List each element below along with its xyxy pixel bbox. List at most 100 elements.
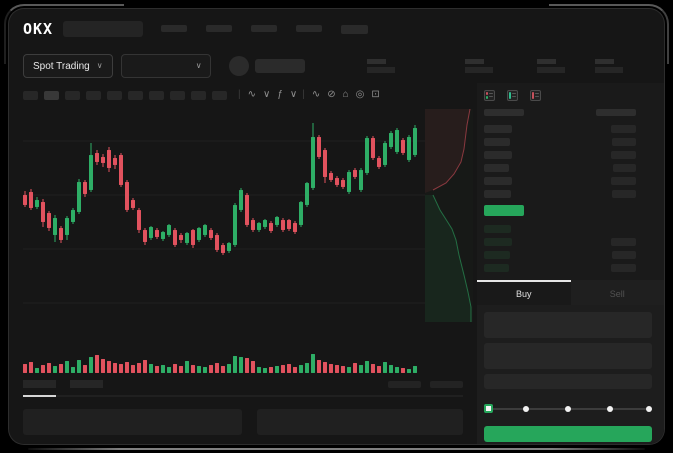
total-input-skeleton[interactable] [484, 374, 652, 389]
ask-price-skeleton [484, 189, 511, 198]
bid-row[interactable] [484, 248, 652, 261]
ask-row[interactable] [484, 174, 652, 187]
timeframe-skeleton[interactable] [107, 90, 122, 100]
book-both-icon[interactable] [484, 90, 495, 101]
tab-buy[interactable]: Buy [477, 280, 571, 305]
bid-amount-skeleton [612, 250, 636, 259]
bid-price-skeleton [484, 224, 511, 233]
tab-sell[interactable]: Sell [570, 280, 664, 305]
market-type-dropdown[interactable]: Spot Trading ∨ [23, 54, 113, 78]
order-form [477, 305, 664, 444]
timeframe-skeleton[interactable] [65, 90, 80, 100]
bid-row[interactable] [484, 222, 652, 235]
settings-icon[interactable]: ◎ [355, 89, 365, 100]
ask-amount-skeleton [611, 176, 636, 185]
ticker-stat-skeleton [536, 59, 565, 73]
orders-action-skeleton[interactable] [388, 380, 421, 388]
ask-row[interactable] [484, 122, 652, 135]
nav-item-skeleton[interactable] [206, 24, 233, 32]
ask-row[interactable] [484, 135, 652, 148]
amount-percentage-slider[interactable] [484, 403, 652, 414]
timeframe-skeleton[interactable] [86, 90, 101, 100]
timeframe-skeleton[interactable] [170, 90, 185, 100]
last-price-indicator[interactable] [484, 205, 524, 216]
chart-section: | ∿ ∨ ƒ ∨ | ∿ ⊘ ⌂ ◎ ⊡ [9, 83, 477, 444]
bid-amount-skeleton [611, 237, 636, 246]
orderbook-layout-toggles [477, 83, 664, 101]
ask-row[interactable] [484, 148, 652, 161]
book-bids-icon[interactable] [507, 90, 518, 101]
line-tools-icon[interactable]: ∿ [311, 89, 321, 100]
trade-form-section: Buy Sell [477, 280, 664, 444]
ask-amount-skeleton [611, 124, 636, 133]
bid-price-skeleton [484, 263, 509, 272]
orderbook-trade-panel: Buy Sell [477, 83, 664, 444]
nav-item-skeleton[interactable] [161, 24, 188, 32]
chart-toolbar: | ∿ ∨ ƒ ∨ | ∿ ⊘ ⌂ ◎ ⊡ [9, 83, 477, 107]
amount-column-header-skeleton [596, 109, 636, 116]
ask-price-skeleton [484, 163, 509, 172]
market-header-row: Spot Trading ∨ ∨ [9, 49, 664, 83]
ask-amount-skeleton [611, 150, 636, 159]
slider-stop-dot[interactable] [565, 406, 571, 412]
orders-tab-skeleton[interactable] [70, 380, 103, 388]
candlestick-chart[interactable] [9, 107, 477, 325]
indicators-icon[interactable]: ∿ [247, 89, 256, 100]
ticker-stat-skeleton [464, 59, 493, 73]
top-navigation-bar: OKX [9, 9, 664, 49]
separator: | [238, 89, 241, 100]
timeframe-skeleton[interactable] [191, 90, 206, 100]
timeframe-skeleton[interactable] [212, 90, 227, 100]
buy-submit-button[interactable] [484, 426, 652, 442]
bid-price-skeleton [484, 237, 512, 246]
nav-item-skeleton[interactable] [251, 24, 278, 32]
orders-panel [23, 380, 463, 435]
order-book-header [484, 109, 652, 116]
slider-handle[interactable] [484, 404, 493, 413]
pair-icon-skeleton [228, 56, 249, 76]
chevron-down-icon[interactable]: ∨ [263, 89, 271, 100]
orders-content [23, 409, 463, 435]
nav-item-skeleton[interactable] [341, 24, 369, 34]
search-skeleton[interactable] [63, 21, 144, 37]
ask-price-skeleton [484, 124, 512, 133]
timeframe-skeleton[interactable] [23, 90, 38, 100]
timeframe-skeleton[interactable] [128, 90, 143, 100]
separator: | [302, 89, 305, 100]
volume-bars-svg [23, 354, 417, 373]
order-book-rows-bids [484, 222, 652, 274]
bid-row[interactable] [484, 261, 652, 274]
timeframe-skeleton[interactable] [149, 90, 164, 100]
chart-toolbar-icons: | ∿ ∨ ƒ ∨ | ∿ ⊘ ⌂ ◎ ⊡ [233, 90, 380, 100]
slider-stop-dot[interactable] [607, 406, 613, 412]
pair-name-skeleton [254, 59, 305, 73]
bid-price-skeleton [484, 250, 510, 259]
orders-action-skeleton[interactable] [430, 380, 463, 388]
compare-icon[interactable]: ⊘ [327, 89, 336, 100]
candlestick-svg [23, 123, 425, 304]
chevron-down-icon[interactable]: ∨ [289, 89, 298, 100]
candle-style-icon[interactable]: ƒ [277, 89, 283, 100]
price-input-skeleton[interactable] [484, 312, 652, 338]
ask-row[interactable] [484, 187, 652, 200]
fullscreen-icon[interactable]: ⊡ [371, 89, 380, 100]
ask-row[interactable] [484, 161, 652, 174]
timeframe-skeleton-active[interactable] [44, 90, 59, 100]
ask-price-skeleton [484, 150, 512, 159]
slider-stop-dot[interactable] [523, 406, 529, 412]
bid-amount-skeleton [611, 263, 636, 272]
nav-item-skeleton[interactable] [296, 24, 323, 32]
okx-logo[interactable]: OKX [23, 20, 54, 38]
orders-tabs-row [23, 380, 463, 388]
amount-input-skeleton[interactable] [484, 343, 652, 369]
slider-stop-dot[interactable] [646, 406, 652, 412]
nav-links [161, 24, 369, 34]
snapshot-icon[interactable]: ⌂ [342, 89, 349, 100]
chevron-down-icon: ∨ [96, 61, 103, 70]
pair-dropdown[interactable]: ∨ [120, 54, 211, 78]
trading-app-card: OKX Spot Trading ∨ ∨ [8, 8, 665, 445]
orders-tab-skeleton-active[interactable] [23, 380, 56, 388]
book-asks-icon[interactable] [530, 90, 541, 101]
bid-row[interactable] [484, 235, 652, 248]
